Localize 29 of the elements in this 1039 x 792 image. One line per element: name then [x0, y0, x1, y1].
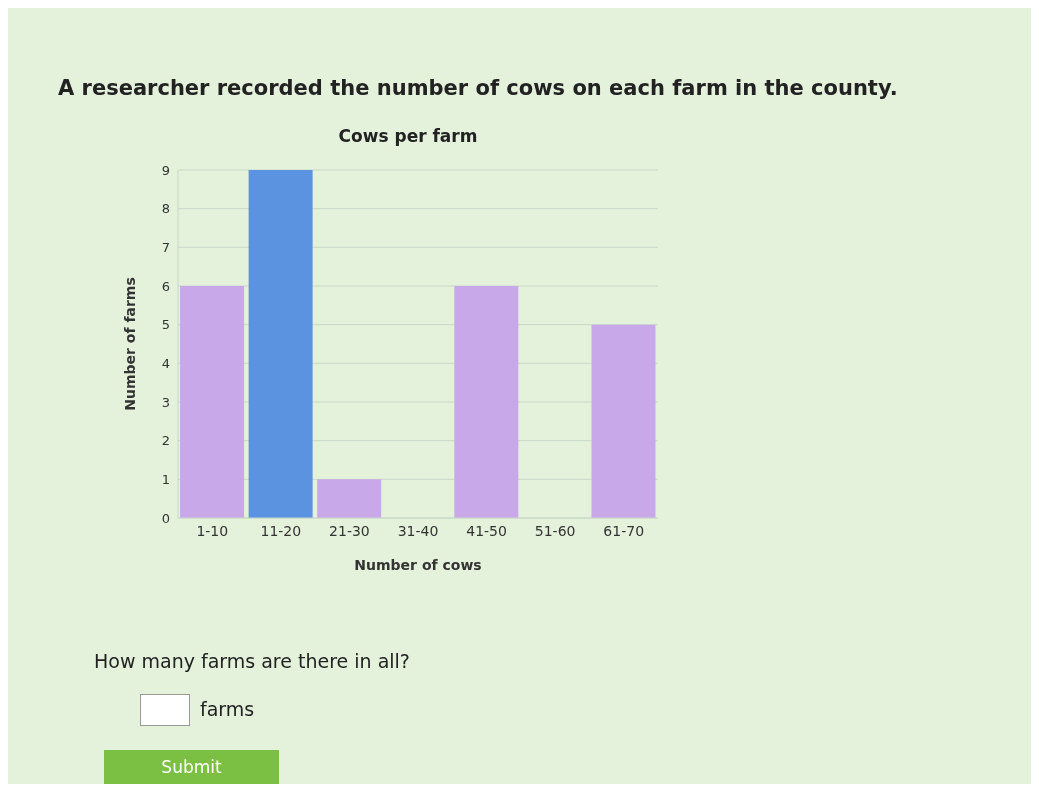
x-tick-label: 21-30 [329, 522, 370, 539]
x-tick-label: 51-60 [534, 522, 576, 539]
y-tick-label: 0 [161, 510, 170, 526]
y-tick-label: 2 [161, 433, 170, 449]
y-tick-label: 3 [161, 394, 170, 410]
x-tick-label: 11-20 [260, 522, 302, 539]
text: A researcher recorded the number of cows on each farm in the county. [58, 76, 898, 100]
y-tick-label: 5 [161, 317, 170, 333]
bar [317, 479, 382, 518]
y-tick-label: 7 [161, 239, 170, 255]
text: farms [200, 698, 255, 720]
bar [454, 286, 519, 518]
x-tick-label: 1-10 [196, 522, 229, 539]
x-axis-title: Number of cows [354, 557, 482, 573]
x-tick-label: 31-40 [397, 522, 439, 539]
y-axis-title: Number of farms [121, 277, 138, 411]
y-tick-label: 1 [161, 471, 170, 487]
bar [248, 170, 313, 518]
x-tick-label: 41-50 [466, 522, 507, 539]
y-tick-label: 4 [161, 355, 170, 371]
x-tick-label: 61-70 [603, 522, 645, 539]
bar [591, 324, 656, 518]
chart-title: Cows per farm [337, 126, 479, 146]
text: How many farms are there in all? [94, 650, 410, 672]
submit-button: Submit [104, 750, 279, 784]
y-tick-label: 8 [161, 201, 170, 217]
y-tick-label: 6 [161, 278, 170, 294]
y-tick-label: 9 [161, 162, 170, 178]
bar [180, 286, 245, 518]
